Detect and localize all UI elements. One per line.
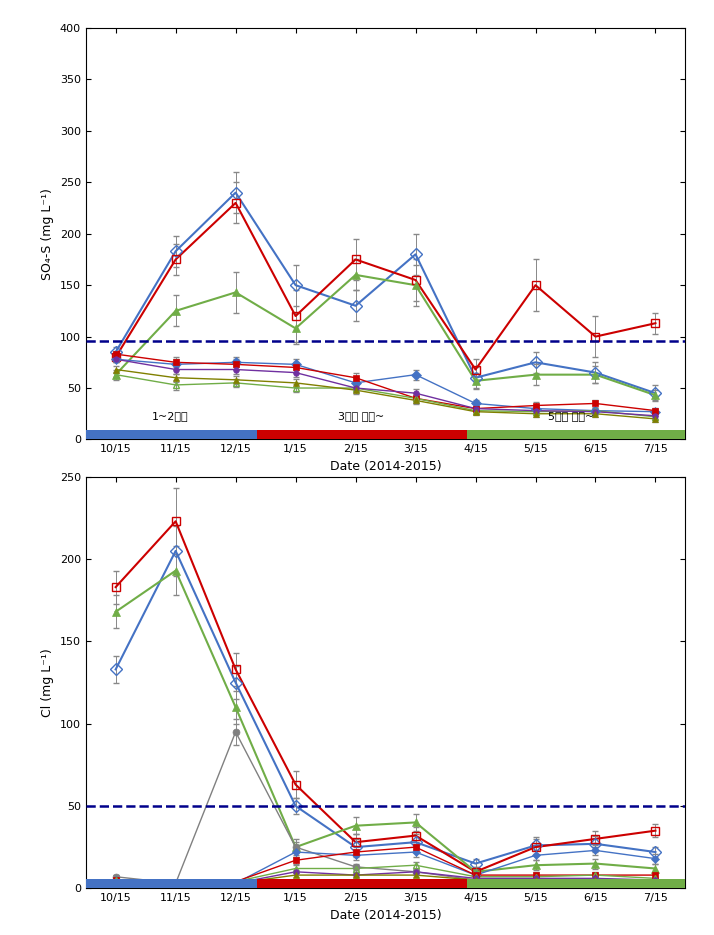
Text: 1~2그름: 1~2그름 bbox=[151, 411, 188, 421]
Bar bbox=[86, 879, 256, 888]
Bar bbox=[86, 430, 256, 439]
Text: 3그름 착과~: 3그름 착과~ bbox=[338, 411, 385, 421]
Bar bbox=[466, 879, 685, 888]
Bar bbox=[256, 430, 466, 439]
Y-axis label: SO₄-S (mg L⁻¹): SO₄-S (mg L⁻¹) bbox=[41, 188, 54, 280]
Y-axis label: Cl (mg L⁻¹): Cl (mg L⁻¹) bbox=[41, 648, 54, 717]
Text: 5그름 착과~: 5그름 착과~ bbox=[548, 411, 595, 421]
X-axis label: Date (2014-2015): Date (2014-2015) bbox=[330, 460, 441, 473]
Bar bbox=[256, 879, 466, 888]
Bar bbox=[466, 430, 685, 439]
X-axis label: Date (2014-2015): Date (2014-2015) bbox=[330, 909, 441, 922]
